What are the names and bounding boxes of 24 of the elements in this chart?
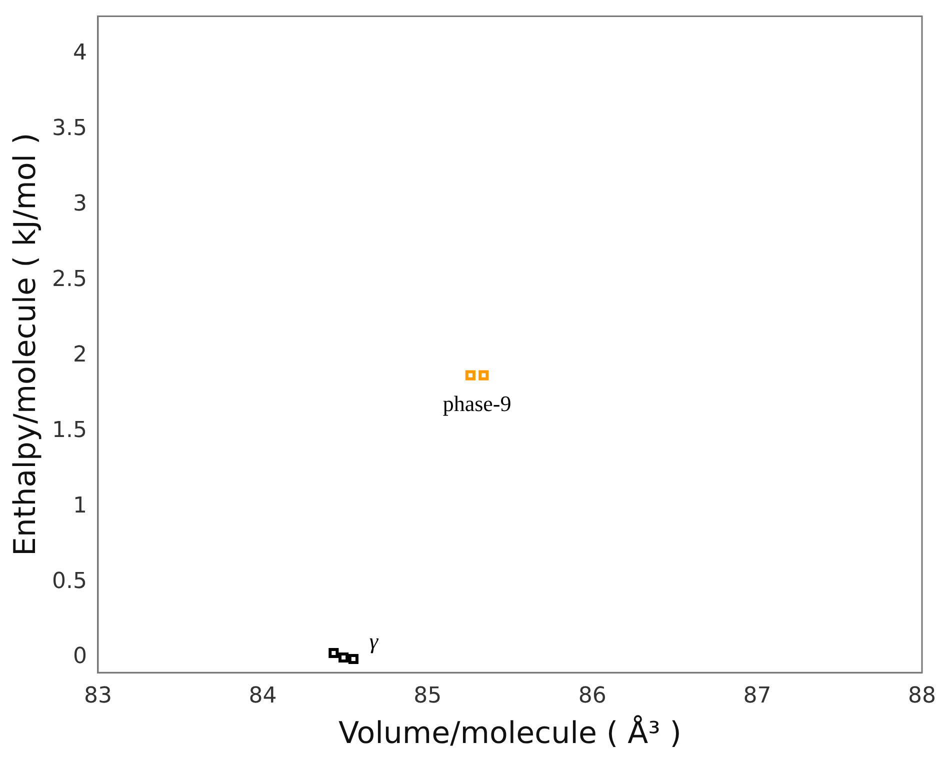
- x-tick-label: 88: [908, 684, 936, 709]
- y-tick-label: 0.5: [52, 568, 87, 594]
- y-axis-title: Enthalpy/molecule ( kJ/mol ): [8, 132, 43, 556]
- y-tick-label: 2: [72, 342, 87, 368]
- point: [348, 654, 358, 664]
- x-tick-label: 86: [578, 684, 606, 709]
- y-tick-label: 1: [72, 493, 87, 518]
- y-tick-label: 0: [72, 644, 87, 670]
- x-axis-title: Volume/molecule ( Å³ ): [338, 714, 682, 751]
- series-label: phase-9: [442, 391, 512, 416]
- y-tick-label: 4: [72, 40, 87, 66]
- series-label: γ: [369, 628, 380, 654]
- point: [478, 370, 489, 380]
- x-tick-label: 83: [84, 684, 112, 709]
- point: [328, 648, 339, 658]
- y-tick-label: 2.5: [52, 266, 87, 292]
- point: [338, 652, 349, 663]
- x-tick-label: 87: [743, 684, 772, 709]
- x-tick-label: 85: [414, 684, 442, 709]
- x-tick-label: 84: [248, 684, 277, 709]
- y-tick-label: 1.5: [52, 418, 87, 443]
- y-tick-label: 3.5: [52, 116, 87, 142]
- y-tick-label: 3: [72, 192, 87, 217]
- point: [465, 370, 476, 380]
